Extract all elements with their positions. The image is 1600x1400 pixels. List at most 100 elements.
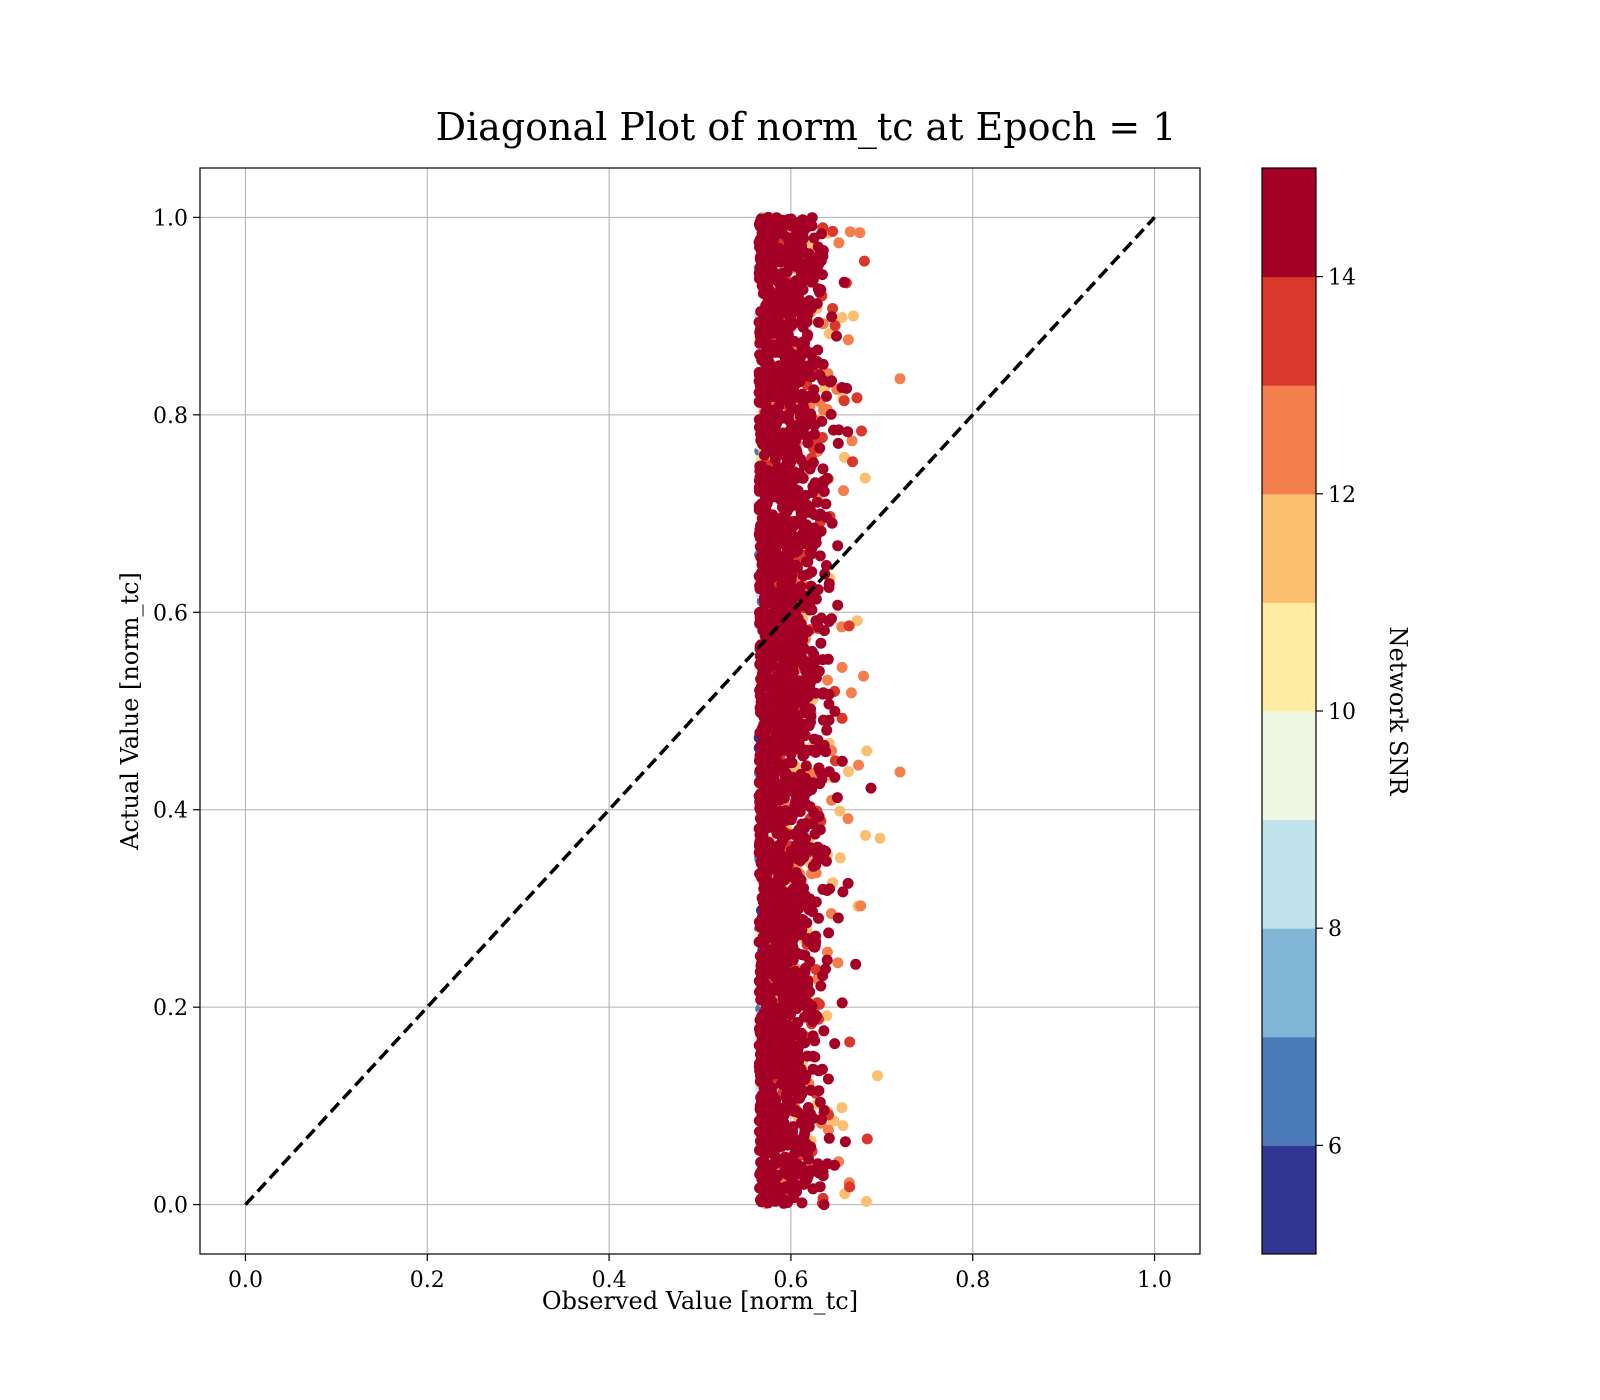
scatter-point	[794, 305, 806, 317]
scatter-point	[812, 1158, 824, 1170]
scatter-point	[782, 1028, 794, 1040]
scatter-point	[817, 374, 829, 386]
scatter-point	[771, 212, 783, 224]
scatter-point	[796, 393, 808, 405]
scatter-point	[834, 852, 846, 864]
colorbar-label: Network SNR	[1384, 627, 1412, 797]
scatter-point	[827, 303, 839, 314]
scatter-point	[814, 1096, 826, 1108]
scatter-point	[874, 832, 886, 844]
scatter-point	[775, 906, 787, 918]
scatter-point	[777, 939, 789, 951]
x-axis-ticks: 0.0 0.2 0.4 0.6 0.8 1.0	[228, 1254, 1172, 1293]
scatter-point	[858, 670, 869, 682]
scatter-point	[814, 778, 826, 790]
scatter-point	[756, 767, 768, 779]
scatter-point	[821, 472, 833, 484]
scatter-point	[818, 1025, 830, 1037]
scatter-point	[861, 745, 873, 757]
scatter-point	[813, 811, 825, 822]
scatter-point	[766, 996, 778, 1008]
scatter-point	[792, 1046, 804, 1058]
scatter-point	[758, 513, 770, 525]
scatter-point	[779, 466, 791, 478]
scatter-point	[832, 540, 844, 552]
scatter-point	[798, 1131, 810, 1143]
scatter-point	[851, 615, 863, 627]
scatter-point	[837, 886, 849, 898]
scatter-point	[779, 1102, 791, 1114]
scatter-point	[809, 1035, 821, 1047]
scatter-point	[853, 759, 864, 771]
scatter-point	[806, 258, 818, 269]
scatter-point	[811, 496, 823, 508]
scatter-point	[838, 485, 849, 497]
scatter-point	[758, 283, 770, 295]
scatter-point	[772, 434, 784, 446]
scatter-point	[810, 668, 822, 680]
scatter-point	[775, 662, 787, 673]
scatter-point	[769, 725, 780, 737]
scatter-point	[836, 312, 848, 323]
scatter-point	[776, 412, 788, 424]
scatter-point	[836, 661, 848, 673]
scatter-point	[804, 411, 816, 423]
scatter-point	[778, 784, 790, 796]
chart-title: Diagonal Plot of norm_tc at Epoch = 1	[436, 105, 1177, 150]
scatter-point	[782, 329, 794, 340]
scatter-point	[800, 818, 812, 829]
scatter-point	[779, 529, 791, 541]
scatter-point	[770, 309, 782, 321]
scatter-point	[842, 813, 854, 825]
scatter-point	[776, 732, 788, 744]
scatter-point	[814, 508, 826, 520]
scatter-point	[826, 311, 838, 323]
y-tick-label: 0.6	[153, 601, 188, 626]
scatter-point	[792, 730, 804, 742]
scatter-point	[798, 232, 809, 244]
scatter-point	[773, 640, 784, 651]
scatter-point	[783, 713, 795, 725]
scatter-point	[798, 459, 810, 471]
scatter-point	[760, 568, 772, 580]
scatter-point	[756, 680, 767, 692]
scatter-point	[817, 358, 829, 370]
scatter-point	[769, 326, 781, 338]
colorbar-segment	[1262, 1145, 1316, 1255]
scatter-point	[818, 486, 830, 497]
scatter-point	[769, 791, 781, 803]
scatter-point	[782, 993, 794, 1005]
scatter-point	[844, 226, 856, 238]
scatter-point	[769, 491, 781, 503]
y-tick-label: 0.4	[153, 799, 188, 824]
scatter-point	[773, 947, 784, 959]
y-axis-label: Actual Value [norm_tc]	[116, 572, 144, 851]
scatter-point	[782, 1004, 794, 1016]
scatter-point	[760, 922, 772, 934]
scatter-point	[799, 1011, 810, 1023]
scatter-point	[821, 946, 833, 958]
scatter-point	[802, 691, 814, 703]
scatter-point	[790, 777, 802, 789]
y-tick-label: 0.0	[153, 1194, 188, 1219]
scatter-point	[771, 478, 783, 490]
scatter-point	[784, 430, 796, 442]
scatter-point	[791, 297, 803, 309]
scatter-point	[802, 437, 814, 449]
scatter-point	[756, 1127, 768, 1139]
scatter-point	[761, 409, 773, 421]
scatter-point	[754, 812, 766, 824]
scatter-point	[773, 885, 785, 897]
colorbar-tick-label: 10	[1328, 700, 1356, 725]
scatter-point	[771, 955, 783, 967]
scatter-point	[754, 580, 766, 592]
scatter-point	[756, 671, 768, 683]
scatter-point	[808, 931, 820, 943]
scatter-point	[865, 782, 877, 794]
scatter-point	[827, 225, 839, 237]
scatter-point	[759, 839, 771, 851]
scatter-point	[817, 1166, 829, 1178]
x-tick-label: 0.4	[592, 1268, 627, 1293]
scatter-point	[798, 1178, 810, 1190]
